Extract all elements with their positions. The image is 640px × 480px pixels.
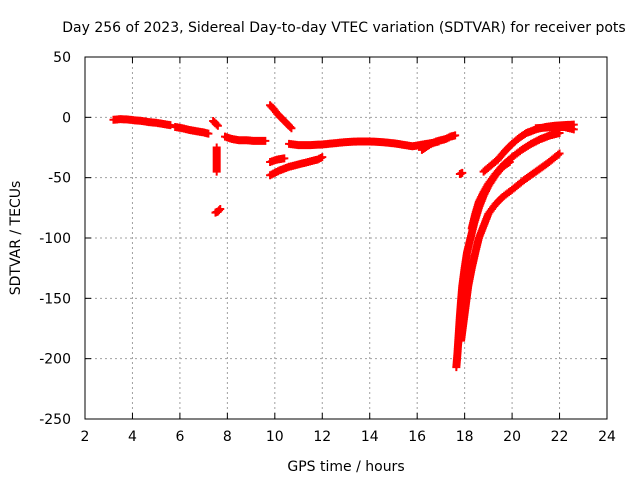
series-sat-02 <box>171 122 213 138</box>
x-tick-label: 20 <box>503 429 521 445</box>
series-sat-14 <box>457 149 564 345</box>
x-tick-label: 2 <box>81 429 90 445</box>
series-sat-17 <box>531 122 578 134</box>
data-point-track <box>467 129 564 233</box>
series-sat-11 <box>417 131 460 154</box>
data-point-track <box>417 131 460 154</box>
x-tick-label: 10 <box>266 429 284 445</box>
data-point-track <box>220 132 270 145</box>
data-point-track <box>266 101 296 133</box>
series-sat-06 <box>220 132 270 145</box>
series-sat-08 <box>266 154 289 166</box>
data-point-track <box>212 143 221 176</box>
y-tick-label: -50 <box>48 171 71 187</box>
axis-ticks: 2 4 6 8 10 12 14 16 18 20 22 24500-50-100-150-200-2… <box>39 50 616 445</box>
grid <box>85 57 607 419</box>
x-tick-label: 14 <box>361 429 379 445</box>
series-sat-04 <box>212 143 221 176</box>
data-point-track <box>285 137 443 151</box>
y-tick-label: 0 <box>62 110 71 126</box>
data-point-track <box>266 154 289 166</box>
y-tick-label: 50 <box>53 50 71 66</box>
y-tick-label: -250 <box>39 412 71 428</box>
data-point-track <box>109 115 175 130</box>
x-tick-label: 12 <box>313 429 331 445</box>
y-tick-label: -100 <box>39 231 71 247</box>
series-sat-01 <box>109 115 175 130</box>
x-tick-label: 6 <box>175 429 184 445</box>
data-points <box>109 101 578 372</box>
x-tick-label: 24 <box>598 429 616 445</box>
x-tick-label: 4 <box>128 429 137 445</box>
series-sat-07 <box>266 101 296 133</box>
x-axis-label: GPS time / hours <box>287 459 404 475</box>
series-sat-10 <box>285 137 443 151</box>
x-tick-label: 16 <box>408 429 426 445</box>
x-tick-label: 18 <box>456 429 474 445</box>
data-point-track <box>211 205 225 217</box>
data-point-track <box>171 122 213 138</box>
data-point-track <box>457 149 564 345</box>
series-sat-15 <box>467 129 564 233</box>
series-sat-09 <box>266 153 327 180</box>
x-tick-label: 22 <box>551 429 569 445</box>
y-tick-label: -200 <box>39 352 71 368</box>
x-tick-label: 8 <box>223 429 232 445</box>
series-sat-05 <box>211 205 225 217</box>
data-point-track <box>455 168 467 179</box>
series-sat-12 <box>455 168 467 179</box>
data-point-track <box>266 153 327 180</box>
data-point-track <box>209 116 222 130</box>
series-sat-03 <box>209 116 222 130</box>
y-axis-label: SDTVAR / TECUs <box>8 181 24 296</box>
data-point-track <box>531 122 578 134</box>
y-tick-label: -150 <box>39 291 71 307</box>
chart-title: Day 256 of 2023, Sidereal Day-to-day VTE… <box>62 20 625 36</box>
